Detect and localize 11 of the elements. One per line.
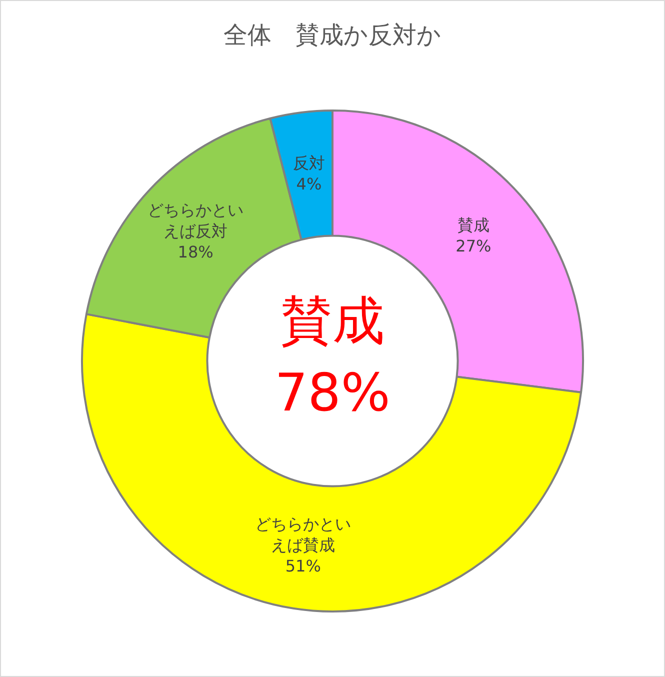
chart-title: 全体 賛成か反対か: [222, 20, 442, 51]
slice-label: どちらかといえば賛成: [255, 514, 352, 555]
text: 賛成: [280, 292, 384, 352]
data-label: 27%: [456, 236, 492, 256]
slice-label: 反対: [292, 153, 325, 172]
text: 78%: [274, 364, 390, 424]
slice-label: 賛成: [457, 215, 490, 234]
data-label: 51%: [285, 556, 321, 576]
data-label: 4%: [296, 174, 322, 194]
data-label: 18%: [178, 242, 214, 262]
slice-label: どちらかといえば反対: [148, 200, 244, 241]
